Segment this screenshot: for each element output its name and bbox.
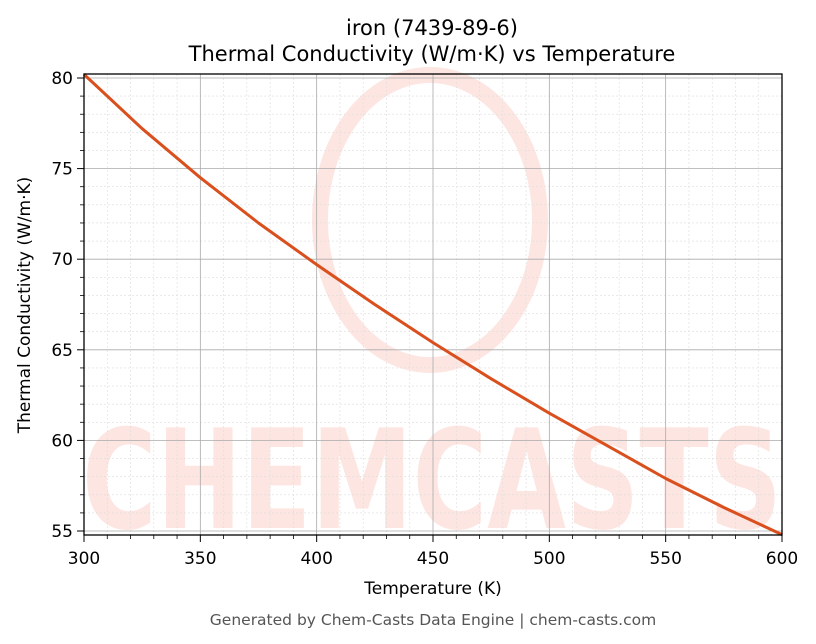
- series-line: [82, 73, 783, 536]
- x-tick-label: 400: [300, 549, 332, 569]
- grid: [83, 74, 783, 535]
- watermark-ring: [312, 67, 548, 373]
- y-axis-label: Thermal Conductivity (W/m·K): [15, 177, 35, 435]
- y-tick-label: 60: [51, 431, 73, 451]
- watermark-text: CHEMCASTS: [82, 400, 782, 561]
- series: [82, 73, 783, 536]
- x-tick-label: 500: [533, 549, 565, 569]
- y-tick-label: 70: [51, 250, 73, 270]
- chart-subtitle: Thermal Conductivity (W/m·K) vs Temperat…: [188, 42, 676, 66]
- watermark-logo: CHEMCASTS: [82, 67, 782, 561]
- x-tick-label: 550: [649, 549, 681, 569]
- y-tick-label: 80: [51, 69, 73, 89]
- chart-title: iron (7439-89-6): [346, 16, 518, 40]
- x-axis-label: Temperature (K): [363, 579, 502, 599]
- x-tick-label: 600: [766, 549, 798, 569]
- y-tick-label: 75: [51, 160, 73, 180]
- ticks: 300 350 400 450 500 550 600 55 60 65 70 75 80: [51, 69, 798, 569]
- footer-text: Generated by Chem-Casts Data Engine | ch…: [210, 611, 656, 629]
- y-tick-label: 65: [51, 341, 73, 361]
- x-tick-label: 350: [184, 549, 216, 569]
- x-tick-label: 450: [417, 549, 449, 569]
- x-tick-label: 300: [68, 549, 100, 569]
- y-tick-label: 55: [51, 522, 73, 542]
